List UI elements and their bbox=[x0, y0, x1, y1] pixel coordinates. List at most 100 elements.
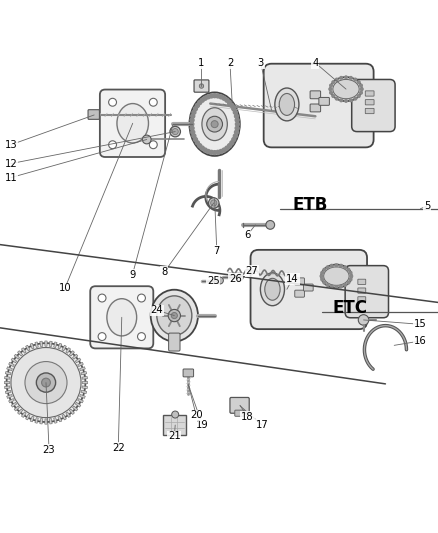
Circle shape bbox=[336, 78, 338, 81]
Circle shape bbox=[98, 294, 106, 302]
Circle shape bbox=[200, 98, 204, 102]
Circle shape bbox=[323, 281, 325, 284]
Wedge shape bbox=[18, 351, 23, 356]
Wedge shape bbox=[54, 342, 57, 348]
Wedge shape bbox=[80, 394, 85, 398]
Text: 6: 6 bbox=[244, 230, 251, 240]
Ellipse shape bbox=[157, 296, 192, 335]
Ellipse shape bbox=[107, 298, 137, 336]
Circle shape bbox=[213, 94, 216, 98]
Wedge shape bbox=[11, 358, 17, 363]
Circle shape bbox=[233, 134, 237, 138]
Text: 13: 13 bbox=[5, 140, 17, 150]
Circle shape bbox=[206, 149, 210, 154]
Wedge shape bbox=[18, 409, 23, 415]
Circle shape bbox=[138, 333, 145, 341]
Circle shape bbox=[225, 146, 229, 150]
Circle shape bbox=[357, 81, 360, 84]
Circle shape bbox=[190, 126, 194, 130]
Wedge shape bbox=[40, 418, 42, 424]
Circle shape bbox=[198, 144, 201, 148]
FancyBboxPatch shape bbox=[264, 64, 374, 147]
Wedge shape bbox=[81, 372, 87, 375]
Wedge shape bbox=[26, 414, 30, 420]
Wedge shape bbox=[35, 418, 38, 423]
Text: 24: 24 bbox=[151, 305, 163, 316]
Circle shape bbox=[340, 264, 343, 267]
Circle shape bbox=[171, 312, 177, 319]
Ellipse shape bbox=[202, 108, 227, 141]
Circle shape bbox=[216, 277, 223, 284]
Wedge shape bbox=[82, 376, 88, 379]
Wedge shape bbox=[14, 354, 19, 359]
FancyBboxPatch shape bbox=[365, 108, 374, 114]
Wedge shape bbox=[80, 367, 85, 370]
Circle shape bbox=[172, 411, 179, 418]
Wedge shape bbox=[21, 348, 26, 353]
Ellipse shape bbox=[279, 93, 294, 115]
Circle shape bbox=[330, 285, 333, 288]
Wedge shape bbox=[40, 341, 42, 346]
Text: 9: 9 bbox=[129, 270, 135, 280]
Circle shape bbox=[232, 107, 236, 111]
Text: 11: 11 bbox=[4, 173, 18, 183]
Wedge shape bbox=[78, 362, 83, 367]
Circle shape bbox=[206, 95, 210, 99]
Wedge shape bbox=[62, 345, 66, 351]
Circle shape bbox=[207, 116, 223, 132]
Text: 15: 15 bbox=[414, 319, 427, 329]
Wedge shape bbox=[9, 362, 14, 367]
Wedge shape bbox=[9, 399, 14, 403]
FancyBboxPatch shape bbox=[230, 398, 249, 413]
Text: 7: 7 bbox=[214, 246, 220, 256]
Wedge shape bbox=[49, 418, 52, 424]
Text: 8: 8 bbox=[161, 267, 167, 277]
FancyBboxPatch shape bbox=[100, 90, 165, 157]
Circle shape bbox=[138, 294, 145, 302]
Circle shape bbox=[216, 94, 220, 98]
FancyBboxPatch shape bbox=[358, 279, 366, 285]
Circle shape bbox=[350, 275, 353, 278]
Wedge shape bbox=[78, 399, 83, 403]
Circle shape bbox=[233, 110, 237, 114]
FancyBboxPatch shape bbox=[310, 104, 321, 112]
FancyBboxPatch shape bbox=[169, 333, 180, 351]
Wedge shape bbox=[54, 418, 57, 423]
Circle shape bbox=[199, 84, 204, 88]
Circle shape bbox=[323, 269, 325, 271]
Circle shape bbox=[340, 77, 343, 79]
Ellipse shape bbox=[151, 290, 198, 342]
Text: ETB: ETB bbox=[293, 196, 328, 214]
Ellipse shape bbox=[117, 103, 148, 143]
Circle shape bbox=[230, 141, 234, 145]
FancyBboxPatch shape bbox=[345, 265, 389, 318]
Ellipse shape bbox=[330, 77, 362, 101]
Circle shape bbox=[234, 114, 238, 118]
Text: 21: 21 bbox=[168, 431, 181, 441]
Text: 1: 1 bbox=[198, 58, 205, 68]
Circle shape bbox=[340, 99, 343, 102]
Circle shape bbox=[194, 107, 198, 111]
Wedge shape bbox=[66, 412, 71, 417]
Circle shape bbox=[109, 98, 117, 106]
Ellipse shape bbox=[275, 88, 299, 121]
Wedge shape bbox=[26, 345, 30, 351]
FancyBboxPatch shape bbox=[310, 91, 321, 99]
Circle shape bbox=[209, 94, 213, 98]
FancyBboxPatch shape bbox=[365, 91, 374, 96]
Circle shape bbox=[190, 118, 194, 122]
Text: 2: 2 bbox=[227, 58, 233, 68]
Circle shape bbox=[358, 314, 369, 325]
Circle shape bbox=[208, 198, 219, 208]
FancyBboxPatch shape bbox=[358, 288, 366, 293]
Circle shape bbox=[228, 101, 232, 104]
Circle shape bbox=[330, 92, 332, 94]
Wedge shape bbox=[11, 402, 17, 407]
Circle shape bbox=[172, 128, 178, 135]
Circle shape bbox=[222, 148, 226, 152]
Wedge shape bbox=[82, 382, 88, 384]
Circle shape bbox=[219, 149, 223, 154]
FancyBboxPatch shape bbox=[194, 80, 209, 92]
Wedge shape bbox=[82, 386, 88, 389]
Circle shape bbox=[213, 151, 216, 155]
